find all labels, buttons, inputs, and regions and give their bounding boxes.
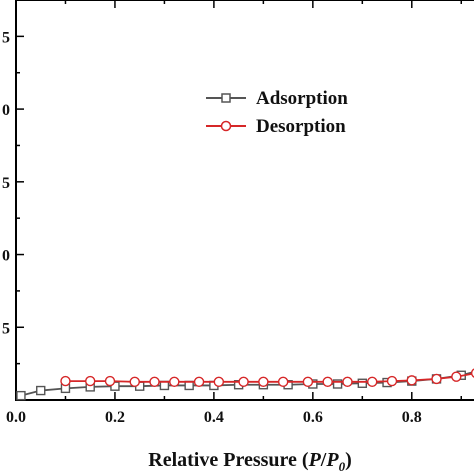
data-point bbox=[36, 385, 46, 396]
legend-desorption-label: Desorption bbox=[256, 116, 346, 137]
legend-adsorption-label: Adsorption bbox=[256, 88, 348, 109]
x-tick-label: 0.0 bbox=[6, 409, 26, 426]
y-tick-label: 5 bbox=[2, 320, 10, 337]
legend-desorption-marker bbox=[220, 120, 232, 132]
data-point bbox=[238, 376, 249, 388]
data-point bbox=[406, 375, 417, 386]
x-tick-label: 0.4 bbox=[204, 409, 224, 426]
data-point bbox=[357, 378, 368, 388]
data-point bbox=[451, 371, 462, 382]
y-tick-label: 0 bbox=[2, 102, 10, 119]
data-point bbox=[277, 376, 289, 388]
data-point bbox=[332, 379, 343, 389]
x-tick-label: 0.2 bbox=[105, 409, 125, 426]
x-tick-label: 0.8 bbox=[402, 409, 422, 426]
data-point bbox=[342, 376, 353, 388]
legend: Adsorption Desorption bbox=[206, 88, 348, 137]
y-tick-labels: 5 0 5 0 5 bbox=[2, 29, 10, 337]
y-tick-label: 5 bbox=[2, 29, 10, 46]
legend-adsorption-marker bbox=[221, 93, 231, 103]
data-point bbox=[322, 376, 333, 388]
data-point bbox=[149, 376, 160, 388]
series-layer bbox=[16, 368, 474, 401]
series-desorption bbox=[60, 368, 474, 388]
data-point bbox=[367, 376, 378, 388]
data-point bbox=[470, 368, 474, 378]
y-tick-label: 5 bbox=[2, 175, 10, 192]
x-tick-label: 0.6 bbox=[303, 409, 323, 426]
data-point bbox=[302, 376, 314, 388]
data-point bbox=[129, 376, 140, 388]
data-point bbox=[104, 375, 116, 387]
y-tick-label: 0 bbox=[2, 248, 10, 265]
data-point bbox=[258, 376, 269, 388]
x-tick-labels: 0.0 0.2 0.4 0.6 0.8 bbox=[6, 409, 422, 426]
data-point bbox=[16, 390, 26, 401]
axis-ticks bbox=[15, 0, 463, 400]
data-point bbox=[386, 375, 398, 387]
data-point bbox=[431, 373, 442, 385]
x-axis-title: Relative Pressure (P/P0) bbox=[148, 449, 352, 474]
data-point bbox=[213, 376, 225, 388]
data-point bbox=[60, 375, 71, 387]
data-point bbox=[193, 376, 205, 388]
plot-frame bbox=[15, 0, 474, 401]
data-point bbox=[169, 376, 180, 388]
data-point bbox=[85, 375, 96, 387]
